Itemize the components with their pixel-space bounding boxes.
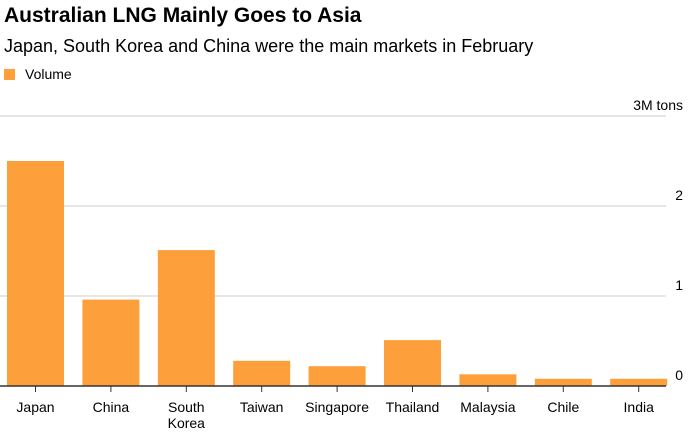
bar-singapore: [308, 366, 366, 386]
chart-subtitle: Japan, South Korea and China were the ma…: [4, 36, 534, 56]
legend-swatch: [4, 68, 15, 80]
chart-title: Australian LNG Mainly Goes to Asia: [4, 4, 362, 27]
bar-chile: [534, 378, 592, 386]
x-tick-label: Singapore: [305, 399, 369, 415]
bar-thailand: [384, 340, 441, 386]
bar-japan: [7, 161, 64, 386]
bar-malaysia: [459, 374, 517, 386]
bar-india: [610, 378, 668, 386]
x-tick-label: Thailand: [386, 399, 440, 415]
y-tick-label: 2: [675, 187, 683, 203]
bar-taiwan: [233, 360, 291, 386]
y-tick-label: 1: [675, 277, 683, 293]
x-tick-label: India: [624, 399, 655, 415]
legend-label: Volume: [25, 66, 72, 82]
y-tick-label: 0: [675, 367, 683, 383]
x-tick-label: China: [93, 399, 130, 415]
x-tick-label: Taiwan: [240, 399, 284, 415]
y-tick-label: 3M tons: [633, 97, 683, 113]
legend: Volume: [4, 66, 72, 82]
x-tick-label: Malaysia: [460, 399, 515, 415]
x-tick-label: Japan: [16, 399, 54, 415]
x-tick-label: South Korea: [168, 399, 206, 431]
bar-china: [82, 299, 140, 386]
bar-south-korea: [157, 250, 215, 386]
x-tick-label: Chile: [547, 399, 579, 415]
